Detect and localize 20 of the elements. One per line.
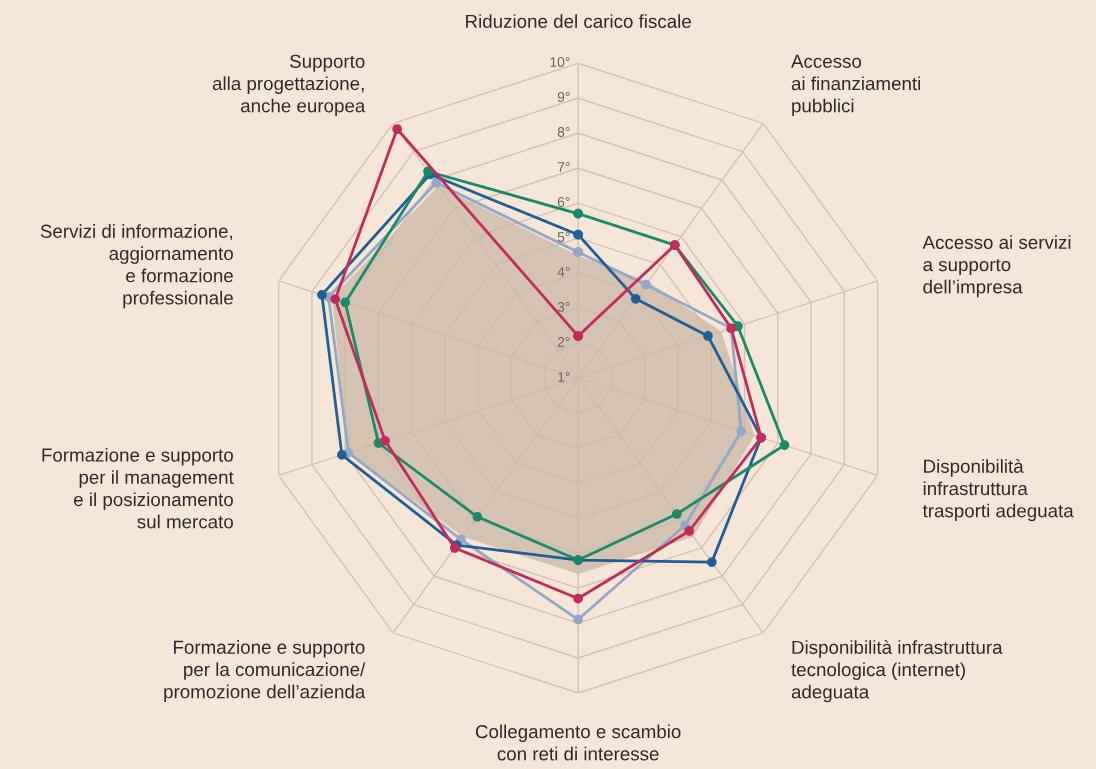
y-tick-label: 9° xyxy=(557,92,570,102)
spoke-label: Supporto alla progettazione, anche europea xyxy=(212,54,366,117)
y-tick-label: 8° xyxy=(557,127,570,137)
y-tick-label: 4° xyxy=(557,267,570,277)
spoke-label: Accesso ai finanziamenti pubblici xyxy=(791,54,921,117)
spoke-label: Servizi di informazione, aggiornamento e formazione professionale xyxy=(40,224,233,309)
y-tick-label: 1° xyxy=(558,372,570,382)
spoke-label: Formazione e supporto per il management e il posizionamento sul mercato xyxy=(42,447,234,529)
y-tick-label: 10° xyxy=(550,57,570,67)
y-tick-label: 7° xyxy=(557,162,570,172)
y-tick-label: 6° xyxy=(557,197,570,207)
spoke-label: Collegamento e scambio con reti di interesse xyxy=(475,724,681,761)
spoke-label: Riduzione del carico fiscale xyxy=(466,14,691,29)
y-tick-label: 3° xyxy=(557,302,570,312)
spoke-label: Formazione e supporto per la comunicazione/ promozione dell’azienda xyxy=(164,640,366,703)
spoke-label: Accesso ai servizi a supporto dell’impresa xyxy=(922,235,1071,298)
y-tick-label: 5° xyxy=(557,232,570,242)
y-tick-label: 2° xyxy=(557,337,570,347)
spoke-label: Disponibilità infrastruttura trasporti adeguata xyxy=(922,458,1074,522)
spoke-label: Disponibilità infrastruttura tecnologica (internet) adeguata xyxy=(791,640,1003,703)
